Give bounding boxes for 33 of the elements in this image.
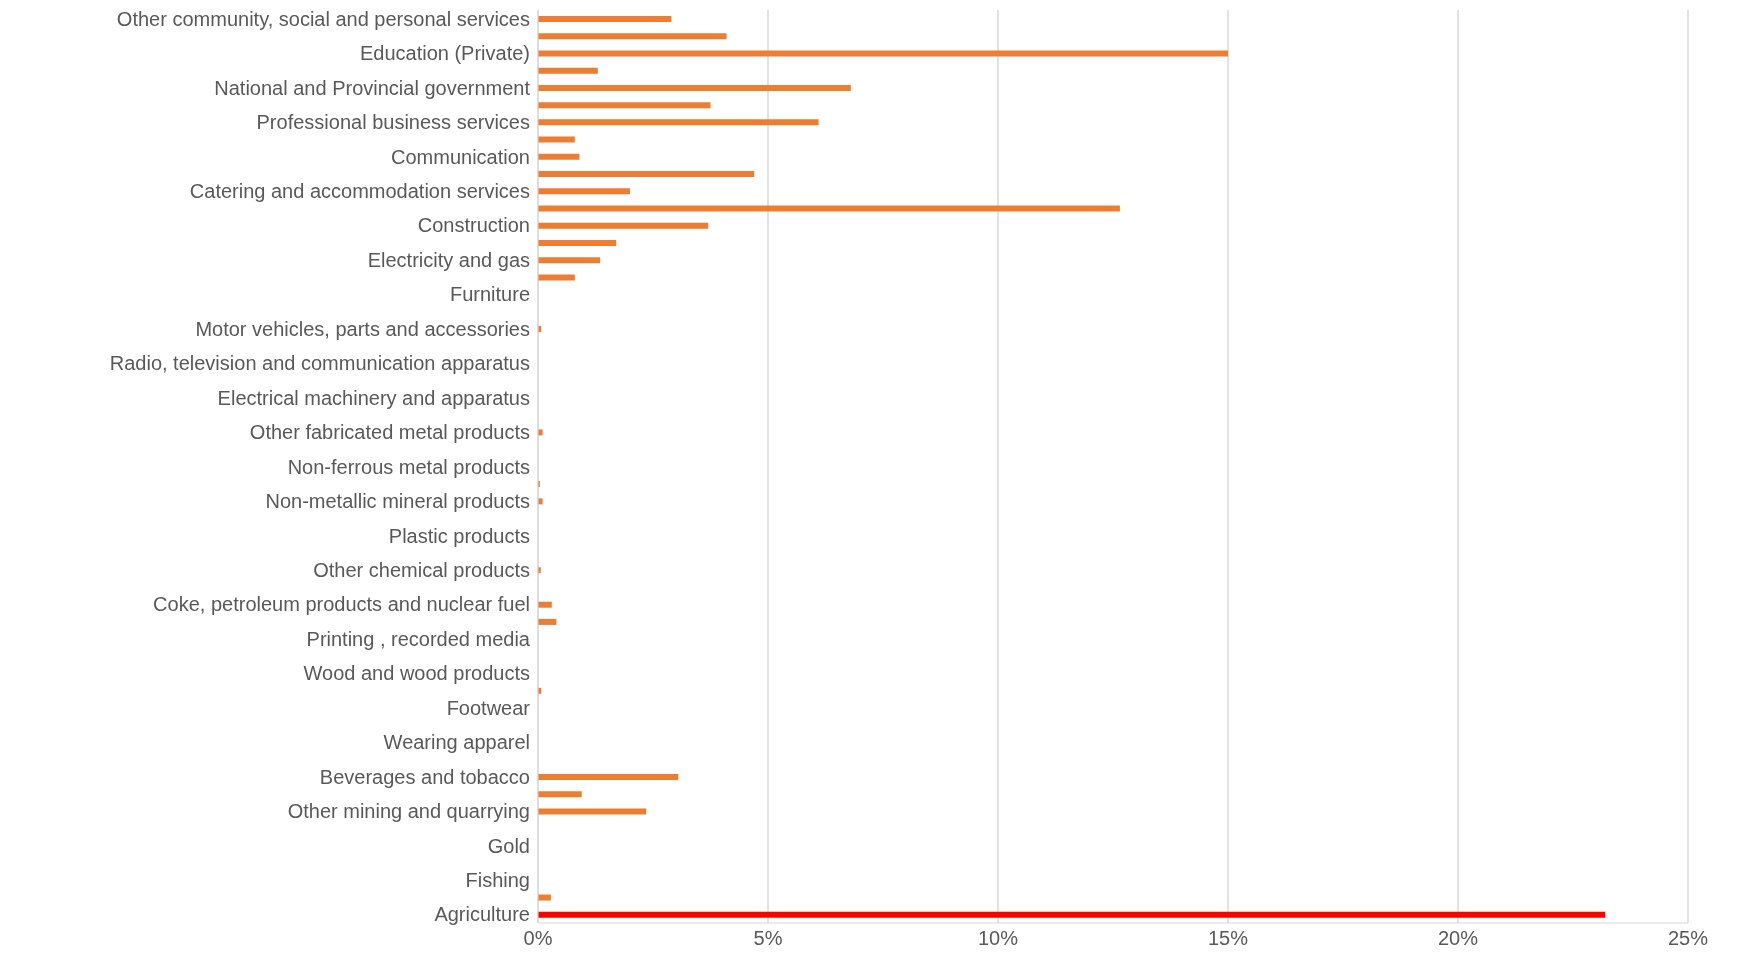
y-tick-label: Other mining and quarrying bbox=[287, 800, 530, 823]
y-tick-label: Catering and accommodation services bbox=[189, 179, 530, 202]
x-tick-label: 25% bbox=[1667, 927, 1709, 950]
y-tick-label: Plastic products bbox=[388, 524, 530, 547]
y-tick-label: Other fabricated metal products bbox=[249, 421, 530, 444]
y-tick-label: Other chemical products bbox=[313, 558, 530, 581]
y-tick-label: Radio, television and communication apparatus bbox=[109, 352, 530, 375]
y-tick-label: Other community, social and personal services bbox=[116, 7, 530, 30]
y-tick-label: National and Provincial government bbox=[214, 76, 531, 99]
y-tick-label: Coke, petroleum products and nuclear fuel bbox=[153, 593, 530, 616]
x-tick-label: 15% bbox=[1207, 927, 1249, 950]
x-tick-label: 0% bbox=[523, 927, 553, 950]
y-tick-label: Professional business services bbox=[256, 111, 530, 134]
y-tick-label: Construction bbox=[417, 214, 530, 237]
y-tick-label: Electrical machinery and apparatus bbox=[217, 386, 530, 409]
y-tick-label: Electricity and gas bbox=[367, 248, 530, 271]
y-tick-label: Wood and wood products bbox=[303, 662, 530, 685]
y-tick-label: Non-ferrous metal products bbox=[287, 455, 530, 478]
y-tick-label: Non-metallic mineral products bbox=[265, 490, 530, 513]
y-tick-label: Motor vehicles, parts and accessories bbox=[195, 317, 530, 340]
y-tick-label: Agriculture bbox=[434, 903, 530, 926]
y-tick-label: Gold bbox=[487, 834, 530, 857]
y-tick-label: Beverages and tobacco bbox=[319, 765, 530, 788]
x-tick-label: 20% bbox=[1437, 927, 1479, 950]
y-tick-label: Fishing bbox=[465, 869, 530, 892]
y-tick-label: Communication bbox=[391, 145, 530, 168]
y-tick-label: Wearing apparel bbox=[383, 731, 530, 754]
y-tick-label: Furniture bbox=[449, 283, 530, 306]
y-tick-label: Education (Private) bbox=[359, 42, 530, 65]
x-tick-label: 5% bbox=[753, 927, 783, 950]
x-tick-label: 10% bbox=[977, 927, 1019, 950]
y-tick-label: Printing , recorded media bbox=[306, 627, 531, 650]
y-tick-label: Footwear bbox=[446, 696, 531, 719]
